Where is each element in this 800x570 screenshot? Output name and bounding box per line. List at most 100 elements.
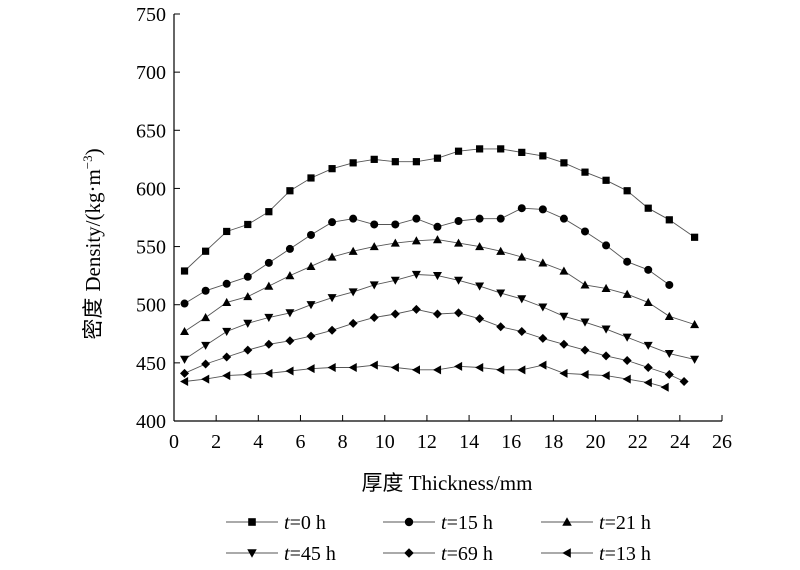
data-point <box>222 371 231 381</box>
data-point <box>517 326 527 336</box>
series-square <box>180 145 699 275</box>
y-tick-label: 600 <box>136 178 166 200</box>
data-point <box>664 349 674 359</box>
x-tick-label: 16 <box>501 431 521 453</box>
data-point <box>691 233 699 241</box>
data-point <box>264 281 274 290</box>
data-point <box>496 365 505 375</box>
data-point <box>559 214 568 223</box>
x-tick-label: 24 <box>670 431 690 453</box>
data-point <box>496 214 505 223</box>
data-point <box>517 252 527 261</box>
legend-label-var: t <box>441 512 447 534</box>
data-point <box>370 155 378 163</box>
x-tick-label: 0 <box>169 431 179 453</box>
data-point <box>623 257 632 266</box>
data-point <box>454 308 464 318</box>
data-point <box>517 365 526 375</box>
legend-item: t=0 h <box>226 512 326 534</box>
data-point <box>690 355 700 364</box>
data-point <box>602 241 611 250</box>
data-point <box>285 271 295 280</box>
x-tick-label: 6 <box>295 431 305 453</box>
data-point <box>348 363 357 373</box>
data-point <box>412 214 421 223</box>
y-axis-title-cn: 密度 <box>81 298 105 340</box>
legend-label-value: =13 h <box>605 543 651 565</box>
data-point <box>243 345 253 355</box>
data-point <box>264 368 273 378</box>
data-point <box>369 360 378 370</box>
data-point <box>390 238 400 247</box>
legend-label-value: =45 h <box>290 543 336 565</box>
data-point <box>223 227 231 236</box>
legend: t=0 h t=15 h t=21 ht=45 h t=69 h t=13 h <box>226 512 651 565</box>
data-point <box>264 313 274 323</box>
legend-item: t=15 h <box>383 512 493 534</box>
data-point <box>454 361 463 371</box>
data-point <box>601 283 611 293</box>
x-tick-label: 22 <box>628 431 648 453</box>
legend-marker <box>562 517 572 526</box>
y-tick-label: 450 <box>136 353 166 375</box>
data-point <box>643 363 653 373</box>
series-line <box>184 239 695 332</box>
data-point <box>433 154 442 162</box>
data-point <box>665 280 674 289</box>
data-point <box>306 261 316 270</box>
data-point <box>244 220 252 229</box>
data-point <box>306 364 315 374</box>
data-point <box>664 311 674 320</box>
x-ticks: 0 2 4 6 8 10 12 14 16 18 20 22 24 26 <box>169 415 732 453</box>
data-point <box>349 159 357 167</box>
legend-label-var: t <box>284 543 290 565</box>
data-point <box>538 333 548 343</box>
series-triangle-left <box>180 360 669 392</box>
data-point <box>660 382 669 392</box>
series-diamond <box>180 304 689 386</box>
data-point <box>201 341 211 350</box>
plot-area <box>180 145 700 392</box>
data-point <box>327 363 336 373</box>
legend-marker <box>247 549 257 558</box>
data-point <box>307 174 315 182</box>
legend-item: t=13 h <box>541 543 651 565</box>
legend-label-var: t <box>599 512 605 534</box>
series-triangle-down <box>180 270 700 364</box>
legend-label-var: t <box>441 543 447 565</box>
data-point <box>391 220 400 229</box>
data-point <box>390 363 399 373</box>
data-point <box>327 252 337 261</box>
data-point <box>243 272 252 281</box>
data-point <box>679 376 689 386</box>
data-point <box>412 158 420 166</box>
legend-item: t=21 h <box>541 512 651 534</box>
x-tick-label: 14 <box>459 431 479 453</box>
data-point <box>243 292 253 301</box>
data-point <box>580 280 590 289</box>
data-point <box>644 204 652 212</box>
data-point <box>454 238 464 247</box>
data-point <box>538 258 548 267</box>
data-point <box>411 236 421 245</box>
data-point <box>222 352 232 362</box>
legend-label: t=69 h <box>441 543 493 565</box>
y-tick-label: 550 <box>136 237 166 259</box>
data-point <box>559 339 569 349</box>
series-circle <box>180 204 674 308</box>
data-point <box>496 289 506 298</box>
data-point <box>602 176 610 184</box>
data-point <box>286 187 294 195</box>
data-point <box>369 313 379 323</box>
data-point <box>328 218 337 227</box>
data-point <box>411 365 420 375</box>
legend-marker <box>562 548 571 558</box>
data-point <box>369 281 379 290</box>
data-point <box>201 374 210 384</box>
legend-label-value: =15 h <box>447 512 493 534</box>
y-axis-title-close: ) <box>81 148 105 155</box>
data-point <box>285 336 295 346</box>
data-point <box>475 314 485 324</box>
y-tick-label: 750 <box>136 4 166 26</box>
